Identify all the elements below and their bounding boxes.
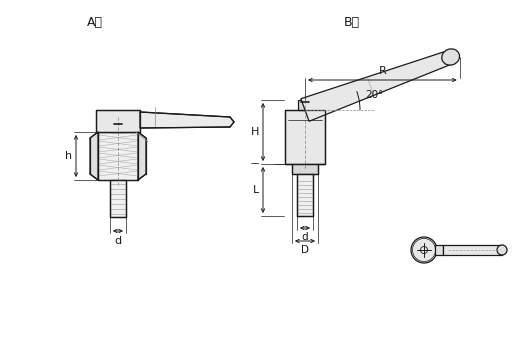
Polygon shape bbox=[292, 164, 318, 174]
Text: D: D bbox=[301, 245, 309, 255]
Text: B型: B型 bbox=[344, 15, 360, 28]
Polygon shape bbox=[301, 50, 453, 121]
Text: h: h bbox=[65, 151, 72, 161]
Polygon shape bbox=[110, 180, 126, 217]
Polygon shape bbox=[90, 132, 98, 180]
Text: H: H bbox=[251, 127, 259, 137]
Polygon shape bbox=[435, 245, 443, 255]
Polygon shape bbox=[96, 110, 140, 132]
Polygon shape bbox=[111, 122, 125, 132]
Ellipse shape bbox=[442, 49, 459, 65]
Polygon shape bbox=[138, 132, 146, 180]
Polygon shape bbox=[297, 174, 313, 216]
Text: A型: A型 bbox=[87, 15, 103, 28]
Text: d: d bbox=[301, 232, 308, 242]
Polygon shape bbox=[443, 245, 502, 255]
Polygon shape bbox=[98, 132, 138, 180]
Polygon shape bbox=[298, 100, 312, 110]
Text: —: — bbox=[251, 159, 259, 169]
Polygon shape bbox=[140, 112, 234, 128]
Ellipse shape bbox=[497, 245, 507, 255]
Polygon shape bbox=[285, 110, 325, 164]
Text: 20°: 20° bbox=[365, 90, 383, 100]
Text: R: R bbox=[379, 66, 386, 76]
Text: d: d bbox=[115, 236, 121, 246]
Ellipse shape bbox=[411, 237, 437, 263]
Text: L: L bbox=[253, 185, 259, 195]
